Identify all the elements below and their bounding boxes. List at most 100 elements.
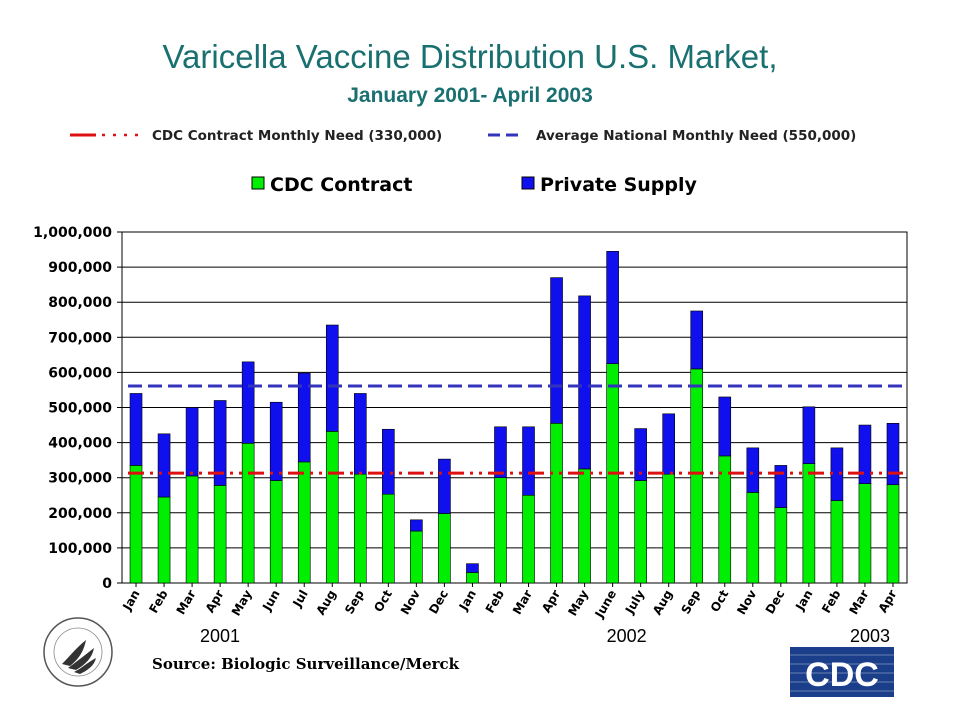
bar-private-supply — [718, 396, 732, 457]
bar-private-supply — [494, 426, 507, 478]
x-tick-label: Oct — [708, 587, 732, 614]
cdc-logo: CDC — [790, 647, 894, 697]
bar-private-supply — [662, 413, 675, 475]
bar-private-supply — [466, 563, 479, 573]
bar-private-supply — [241, 361, 255, 444]
bar-cdc-contract — [438, 513, 451, 584]
bar-private-supply — [185, 407, 199, 477]
x-tick-label: Mar — [174, 587, 199, 617]
bar-private-supply — [382, 428, 395, 495]
y-tick-label: 700,000 — [48, 330, 112, 346]
x-tick-label: May — [229, 587, 255, 618]
legend-label-private-supply: Private Supply — [540, 174, 698, 196]
x-tick-label: Aug — [650, 588, 675, 618]
x-tick-label: Jul — [290, 588, 311, 611]
year-label: 2001 — [200, 626, 240, 646]
bar-private-supply — [354, 393, 367, 475]
x-tick-label: Dec — [426, 588, 451, 617]
bar-private-supply — [269, 401, 283, 481]
bar-cdc-contract — [297, 461, 311, 584]
x-tick-label: May — [565, 587, 591, 618]
bar-private-supply — [438, 458, 451, 514]
bar-private-supply — [410, 519, 423, 532]
y-tick-label: 500,000 — [48, 401, 112, 417]
year-label: 2002 — [607, 626, 647, 646]
x-tick-label: Jun — [259, 588, 282, 615]
y-tick-label: 800,000 — [48, 295, 112, 311]
x-tick-label: Sep — [342, 587, 367, 616]
x-tick-label: Mar — [846, 587, 871, 617]
y-tick-label: 300,000 — [48, 471, 112, 487]
bar-cdc-contract — [382, 493, 395, 584]
y-tick-label: 600,000 — [48, 365, 112, 381]
bar-cdc-contract — [213, 485, 227, 584]
bar-cdc-contract — [886, 484, 900, 584]
chart-title: Varicella Vaccine Distribution U.S. Mark… — [162, 38, 778, 75]
x-tick-label: Jan — [119, 588, 142, 614]
source-note: Source: Biologic Surveillance/Merck — [152, 655, 460, 673]
bar-private-supply — [213, 400, 227, 486]
cdc-logo-text: CDC — [805, 656, 879, 694]
bar-private-supply — [634, 428, 647, 481]
bar-cdc-contract — [129, 465, 143, 584]
bar-cdc-contract — [550, 422, 563, 584]
bar-private-supply — [325, 324, 339, 432]
bar-cdc-contract — [466, 572, 479, 584]
bar-cdc-contract — [354, 473, 367, 584]
bar-cdc-contract — [634, 480, 647, 584]
bar-private-supply — [690, 310, 704, 370]
x-tick-label: Nov — [398, 587, 423, 617]
bar-cdc-contract — [494, 477, 507, 584]
x-tick-label: Apr — [876, 587, 900, 615]
x-tick-label: Apr — [539, 587, 563, 615]
bar-cdc-contract — [774, 507, 788, 584]
bar-private-supply — [297, 372, 311, 463]
y-tick-label: 400,000 — [48, 436, 112, 452]
y-tick-label: 0 — [102, 576, 112, 592]
y-tick-label: 1,000,000 — [33, 225, 112, 241]
bar-private-supply — [522, 426, 535, 496]
x-tick-label: Feb — [819, 587, 844, 616]
bar-cdc-contract — [830, 500, 844, 584]
bar-private-supply — [886, 422, 900, 486]
bar-cdc-contract — [241, 443, 255, 584]
x-tick-label: Sep — [679, 587, 704, 616]
bar-cdc-contract — [662, 473, 675, 584]
hhs-seal-icon — [43, 617, 113, 687]
bar-private-supply — [157, 433, 171, 498]
bar-cdc-contract — [578, 468, 591, 584]
bar-cdc-contract — [185, 475, 199, 584]
x-tick-label: Nov — [734, 587, 759, 617]
legend-label-cdc-contract: CDC Contract — [270, 174, 412, 196]
x-tick-label: Oct — [371, 587, 395, 614]
x-tick-label: Aug — [314, 588, 339, 618]
chart-subtitle: January 2001- April 2003 — [347, 84, 593, 107]
x-tick-label: Feb — [146, 587, 171, 616]
bar-cdc-contract — [325, 431, 339, 584]
y-tick-label: 200,000 — [48, 506, 112, 522]
bar-cdc-contract — [718, 455, 732, 584]
bar-cdc-contract — [410, 530, 423, 584]
bar-cdc-contract — [269, 480, 283, 584]
cdc-need-legend-label: CDC Contract Monthly Need (330,000) — [152, 128, 442, 144]
bar-cdc-contract — [157, 496, 171, 584]
bar-cdc-contract — [746, 492, 760, 584]
bar-private-supply — [774, 465, 788, 508]
bar-private-supply — [858, 424, 872, 484]
x-tick-label: Feb — [483, 587, 508, 616]
x-tick-label: Jan — [792, 588, 815, 614]
y-tick-label: 900,000 — [48, 260, 112, 276]
legend-swatch-private-supply — [521, 176, 535, 190]
x-tick-label: June — [592, 588, 619, 622]
bar-cdc-contract — [522, 494, 535, 584]
x-tick-label: July — [622, 587, 647, 617]
bar-private-supply — [802, 406, 816, 464]
bar-private-supply — [129, 393, 143, 466]
x-tick-label: Jan — [456, 588, 479, 614]
x-tick-label: Mar — [510, 587, 535, 617]
y-tick-label: 100,000 — [48, 541, 112, 557]
bar-private-supply — [746, 447, 760, 493]
legend-swatch-cdc-contract — [251, 176, 265, 190]
x-tick-label: Dec — [763, 588, 788, 617]
